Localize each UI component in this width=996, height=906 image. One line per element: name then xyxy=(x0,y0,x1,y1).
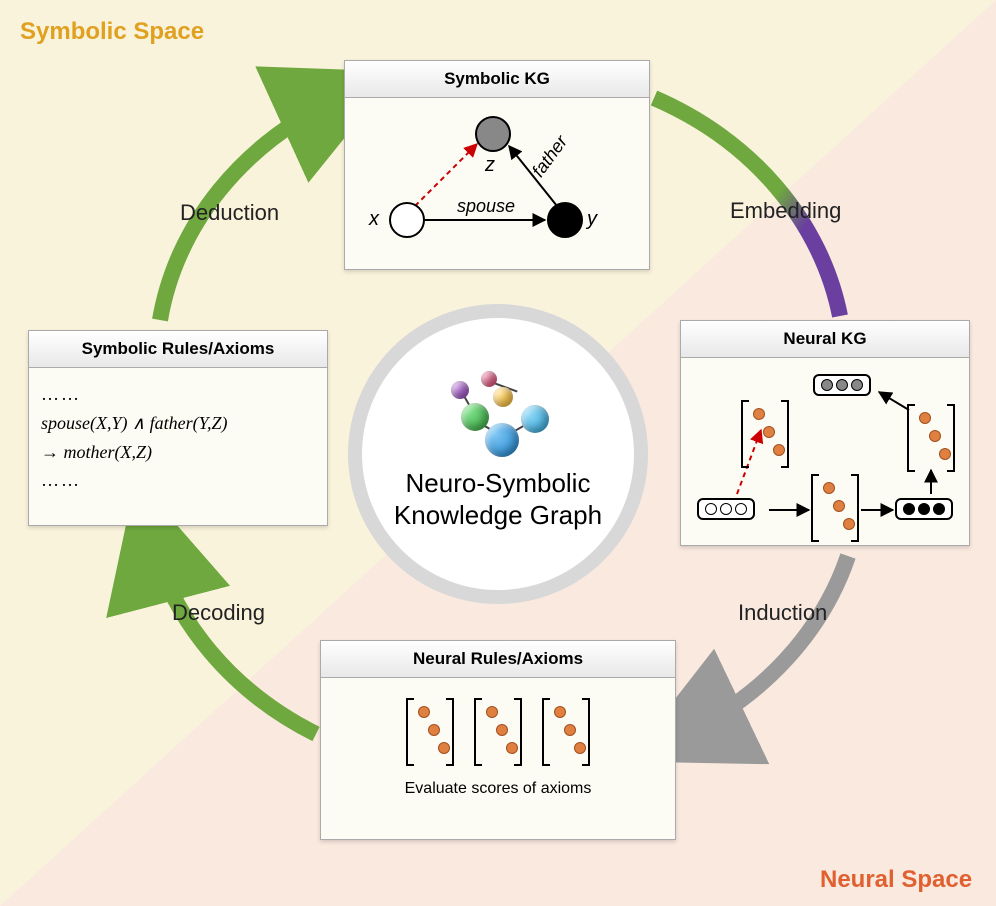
neural-rules-matrices xyxy=(333,698,663,766)
vec-x xyxy=(697,498,755,520)
node-z xyxy=(475,116,511,152)
vec-y xyxy=(895,498,953,520)
deduction-label: Deduction xyxy=(180,200,279,226)
symbolic-rules-body: …… spouse(X,Y) ∧ father(Y,Z) → mother(X,… xyxy=(29,368,327,507)
node-z-label: z xyxy=(485,154,495,177)
box-neural-kg-title: Neural KG xyxy=(681,321,969,358)
matrix-spouse xyxy=(811,474,859,542)
center-title: Neuro-Symbolic Knowledge Graph xyxy=(394,467,602,532)
neural-space-label: Neural Space xyxy=(820,866,972,894)
nr-matrix-3 xyxy=(542,698,590,766)
decoding-label: Decoding xyxy=(172,600,265,626)
box-symbolic-kg: Symbolic KG xyxy=(344,60,650,270)
rule-line2: → mother(X,Z) xyxy=(41,438,315,467)
box-neural-rules: Neural Rules/Axioms Evaluate scores of a… xyxy=(320,640,676,840)
center-logo xyxy=(433,377,563,457)
vec-z xyxy=(813,374,871,396)
neural-rules-caption: Evaluate scores of axioms xyxy=(333,780,663,798)
node-x-label: x xyxy=(369,208,379,231)
neural-kg-graph xyxy=(693,370,973,540)
center-title-line2: Knowledge Graph xyxy=(394,500,602,530)
box-symbolic-kg-title: Symbolic KG xyxy=(345,61,649,98)
rule-line1: spouse(X,Y) ∧ father(Y,Z) xyxy=(41,409,315,438)
nr-matrix-2 xyxy=(474,698,522,766)
box-symbolic-rules: Symbolic Rules/Axioms …… spouse(X,Y) ∧ f… xyxy=(28,330,328,526)
symbolic-space-label: Symbolic Space xyxy=(20,18,204,46)
node-x xyxy=(389,202,425,238)
nr-matrix-1 xyxy=(406,698,454,766)
rules-dots-top: …… xyxy=(41,380,315,409)
box-neural-rules-title: Neural Rules/Axioms xyxy=(321,641,675,678)
edge-spouse-label: spouse xyxy=(457,196,515,217)
matrix-inferred xyxy=(741,400,789,468)
induction-label: Induction xyxy=(738,600,827,626)
center-circle: Neuro-Symbolic Knowledge Graph xyxy=(348,304,648,604)
node-y-label: y xyxy=(587,208,597,231)
matrix-father xyxy=(907,404,955,472)
box-neural-kg: Neural KG xyxy=(680,320,970,546)
center-title-line1: Neuro-Symbolic xyxy=(406,468,591,498)
symbolic-kg-graph: x y z spouse father xyxy=(357,110,617,250)
embedding-label: Embedding xyxy=(730,198,841,224)
rules-dots-bot: …… xyxy=(41,466,315,495)
box-symbolic-rules-title: Symbolic Rules/Axioms xyxy=(29,331,327,368)
node-y xyxy=(547,202,583,238)
